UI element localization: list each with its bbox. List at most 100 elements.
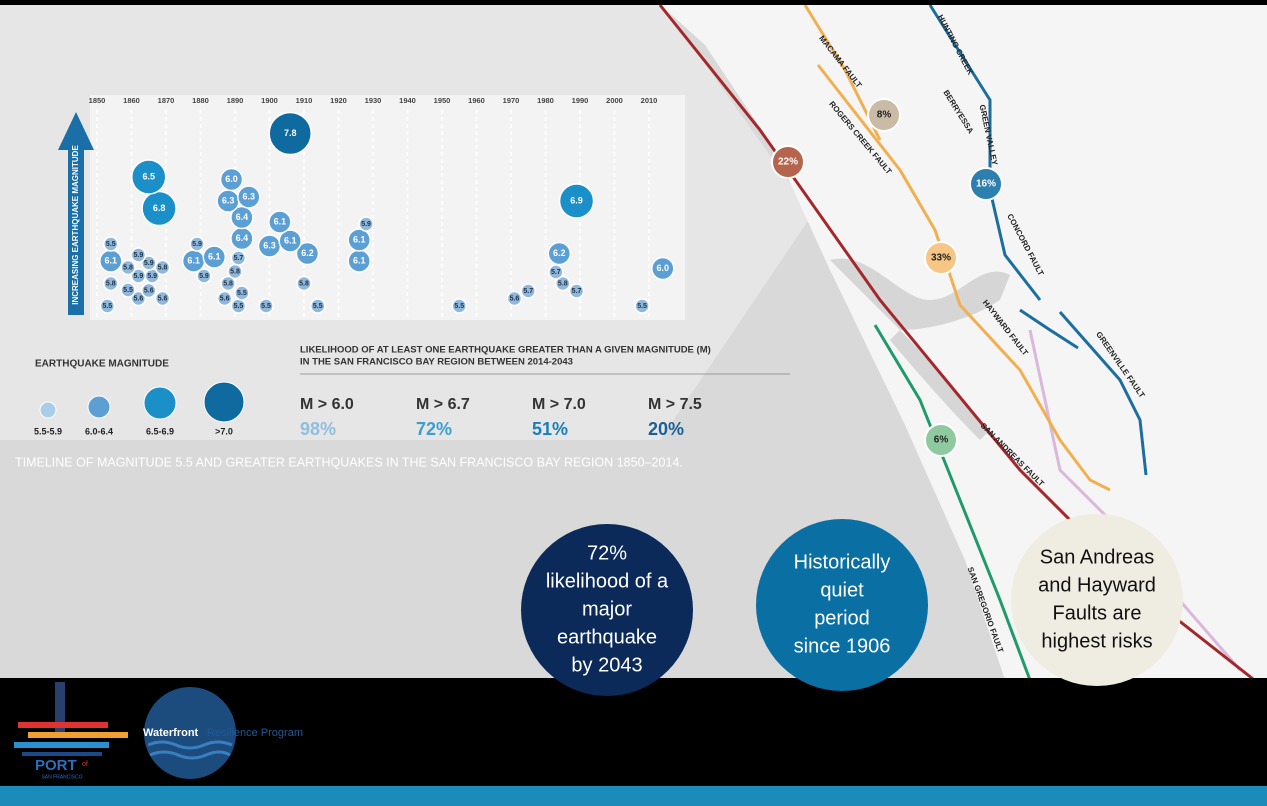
y-axis-label: INCREASING EARTHQUAKE MAGNITUDE: [71, 145, 80, 305]
quake-bubble: [568, 283, 585, 299]
fault-line: [816, 64, 1111, 492]
callout-circle: [521, 524, 693, 696]
quake-label: 5.9: [144, 260, 154, 267]
likelihood-value: 72%: [416, 419, 452, 439]
quake-bubble: [230, 250, 247, 266]
callout-text: highest risks: [1041, 630, 1152, 652]
quake-bubble: [130, 268, 147, 284]
probability-label: 6%: [934, 435, 949, 446]
legend-title: EARTHQUAKE MAGNITUDE: [35, 359, 169, 370]
callout-text: period: [814, 607, 870, 629]
callout-text: major: [582, 598, 632, 620]
quake-label: 6.1: [187, 255, 200, 265]
quake-label: 5.5: [123, 287, 133, 294]
likelihood-label: M > 6.0: [300, 396, 354, 413]
probability-circle: [771, 145, 805, 179]
quake-label: 5.6: [510, 295, 520, 302]
fault-line: [873, 324, 1032, 681]
quake-label: 5.8: [299, 280, 309, 287]
quake-bubble: [506, 290, 523, 307]
callout-text: San Andreas: [1040, 546, 1155, 568]
quake-label: 5.5: [313, 303, 323, 310]
likelihood-label: M > 7.5: [648, 396, 702, 413]
quake-bubble: [520, 283, 536, 299]
year-label: 1860: [123, 96, 140, 105]
program-name: Waterfront: [143, 727, 199, 739]
quake-bubble: [154, 290, 171, 307]
probability-label: 16%: [976, 179, 996, 190]
quake-bubble: [130, 290, 147, 307]
callout-text: 72%: [587, 542, 627, 564]
quake-label: 5.9: [192, 241, 202, 248]
year-label: 1970: [503, 96, 520, 105]
quake-bubble: [103, 236, 119, 252]
logo-bar: [14, 742, 109, 748]
quake-bubble: [131, 159, 167, 195]
quake-label: 5.5: [234, 303, 244, 310]
quake-bubble: [268, 111, 312, 156]
quake-label: 5.7: [523, 288, 533, 295]
callout-text: likelihood of a: [546, 570, 669, 592]
year-label: 1950: [434, 96, 451, 105]
quake-bubble: [268, 210, 292, 234]
quake-label: 6.3: [222, 195, 235, 205]
legend-label: 6.0-6.4: [85, 426, 113, 436]
callout-text: quiet: [820, 579, 864, 601]
quake-label: 5.5: [454, 303, 464, 310]
year-label: 1870: [158, 96, 175, 105]
callout-text: earthquake: [557, 626, 657, 648]
quake-label: 5.7: [234, 255, 244, 262]
quake-bubble: [141, 282, 157, 299]
port-text: PORT: [35, 757, 77, 774]
likelihood-value: 98%: [300, 419, 336, 439]
year-label: 1930: [365, 96, 382, 105]
quake-label: 5.5: [637, 303, 647, 310]
quake-label: 6.9: [570, 195, 583, 205]
quake-label: 6.8: [153, 203, 166, 213]
probability-label: 22%: [778, 157, 798, 168]
quake-bubble: [220, 275, 236, 292]
quake-bubble: [202, 245, 227, 269]
legend-label: 6.5-6.9: [146, 426, 174, 436]
probability-label: 8%: [877, 110, 892, 121]
quake-label: 7.8: [284, 128, 297, 138]
quake-label: 5.8: [158, 264, 168, 271]
quake-bubble: [634, 298, 650, 314]
quake-bubble: [141, 190, 177, 227]
quake-label: 5.7: [572, 288, 582, 295]
quake-label: 6.3: [243, 191, 256, 201]
quake-bubble: [216, 290, 233, 307]
quake-bubble: [347, 228, 371, 252]
callout-circle: [1011, 514, 1183, 686]
program-name-rest: Resilience Program: [207, 727, 303, 739]
quake-label: 6.1: [105, 255, 118, 265]
port-logo: PORT of SAN FRANCISCO: [14, 682, 128, 780]
quake-label: 6.2: [301, 248, 314, 258]
quake-bubble: [196, 268, 212, 284]
fault-line: [1058, 311, 1148, 476]
program-logo: [144, 687, 236, 779]
port-of: of: [82, 761, 88, 768]
probability-circle: [924, 423, 958, 457]
quake-bubble: [120, 282, 136, 298]
legend-swatch: [87, 395, 111, 419]
quake-label: 6.1: [274, 216, 287, 226]
quake-bubble: [296, 275, 312, 292]
quake-label: 6.1: [208, 251, 221, 261]
likelihood-title: LIKELIHOOD OF AT LEAST ONE EARTHQUAKE GR…: [300, 345, 711, 356]
quake-label: 5.9: [147, 273, 157, 280]
quake-label: 6.5: [142, 171, 155, 181]
quake-label: 5.7: [551, 269, 561, 276]
year-label: 1980: [537, 96, 554, 105]
year-label: 1880: [192, 96, 209, 105]
year-label: 1990: [572, 96, 589, 105]
quake-label: 5.6: [144, 287, 154, 294]
callout-text: Historically: [794, 551, 891, 573]
legend-label: >7.0: [215, 426, 233, 436]
quake-label: 6.1: [353, 255, 366, 265]
fault-line: [1019, 308, 1079, 350]
quake-label: 5.9: [134, 252, 144, 259]
quake-label: 5.6: [158, 295, 168, 302]
logo-bar: [18, 722, 108, 728]
